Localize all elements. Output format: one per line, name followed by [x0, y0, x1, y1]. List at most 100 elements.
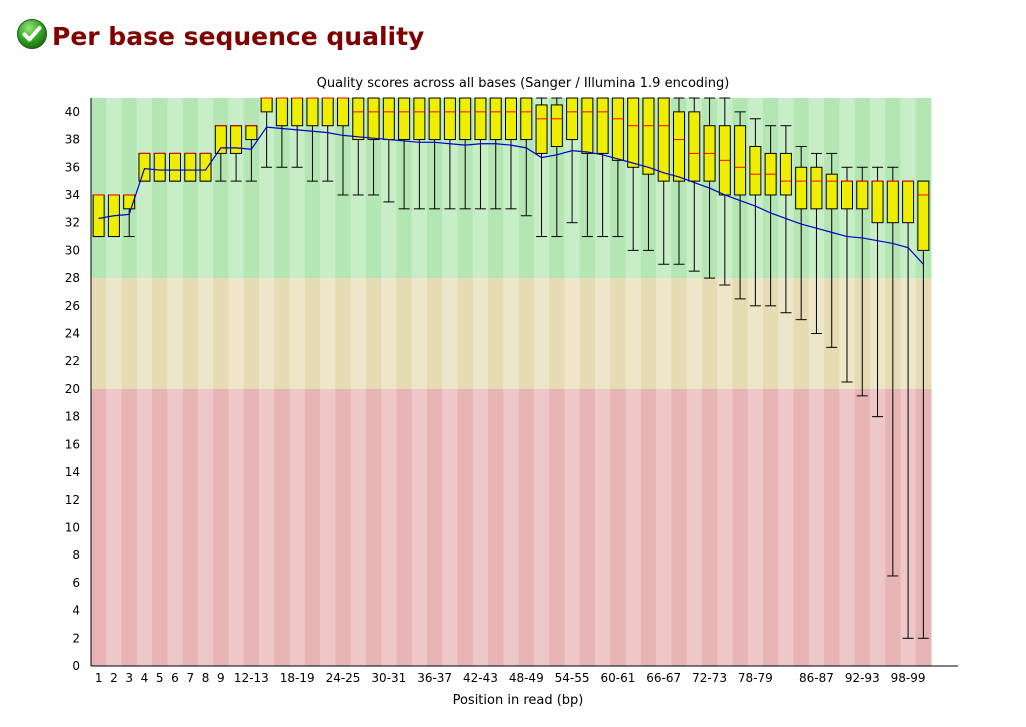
- box-iqr: [825, 173, 838, 210]
- zone-fail-stripe: [274, 388, 291, 666]
- box-position-4: [138, 152, 151, 182]
- box-position-8: [199, 152, 212, 182]
- box-iqr: [367, 97, 380, 141]
- y-tick-label: 18: [65, 410, 80, 424]
- box-position-6: [169, 152, 181, 182]
- box-position-54-55: [566, 97, 579, 224]
- zone-warn-stripe: [442, 278, 459, 389]
- box-iqr: [260, 97, 273, 113]
- box-position-52-53: [550, 97, 563, 238]
- zone-fail-stripe: [320, 388, 336, 666]
- zone-good-stripe: [274, 98, 291, 279]
- box-position-92-93: [856, 166, 869, 397]
- box-iqr: [489, 97, 502, 141]
- zone-fail-stripe: [732, 388, 749, 666]
- zone-fail-stripe: [808, 388, 825, 666]
- x-tick-label: 98-99: [891, 671, 926, 685]
- box-iqr: [352, 97, 365, 141]
- zone-fail-stripe: [579, 388, 596, 666]
- x-tick-label: 36-37: [417, 671, 452, 685]
- box-iqr: [841, 180, 853, 210]
- zone-fail-stripe: [411, 388, 428, 666]
- y-tick-label: 2: [72, 631, 80, 645]
- zone-warn-stripe: [91, 278, 107, 389]
- box-iqr: [917, 180, 930, 251]
- x-tick-label: 24-25: [326, 671, 361, 685]
- box-position-9: [214, 125, 227, 182]
- x-tick-label: 66-67: [646, 671, 681, 685]
- x-tick-label: 1: [95, 671, 103, 685]
- box-iqr: [245, 125, 258, 141]
- box-position-98-99: [902, 180, 915, 639]
- zone-warn-stripe: [259, 278, 275, 389]
- box-iqr: [199, 152, 212, 182]
- zone-warn-stripe: [793, 278, 810, 389]
- y-tick-label: 10: [65, 520, 80, 534]
- x-tick-label: 72-73: [692, 671, 727, 685]
- y-tick-label: 38: [65, 133, 80, 147]
- box-iqr: [795, 166, 808, 210]
- zone-fail-stripe: [197, 388, 214, 666]
- x-tick-label: 8: [202, 671, 210, 685]
- zone-fail-stripe: [243, 388, 260, 666]
- zone-warn-stripe: [457, 278, 474, 389]
- zone-warn-stripe: [595, 278, 611, 389]
- box-position-16-17: [275, 97, 288, 168]
- x-tick-label: 7: [186, 671, 194, 685]
- mean-line: [98, 126, 924, 265]
- zone-fail-stripe: [824, 388, 840, 666]
- x-tick-label: 18-19: [280, 671, 315, 685]
- box-iqr: [871, 180, 884, 224]
- box-position-18-19: [291, 97, 304, 168]
- zone-fail-stripe: [793, 388, 810, 666]
- box-position-58-59: [596, 97, 609, 238]
- zone-fail-stripe: [533, 388, 550, 666]
- zone-good-stripe: [91, 98, 107, 279]
- zone-fail-stripe: [121, 388, 138, 666]
- box-iqr: [642, 97, 655, 175]
- box-position-5: [153, 152, 166, 182]
- y-tick-label: 12: [65, 493, 80, 507]
- box-position-24-25: [337, 97, 349, 196]
- zone-fail-stripe: [763, 388, 779, 666]
- zone-warn-stripe: [335, 278, 352, 389]
- x-tick-label: 30-31: [371, 671, 406, 685]
- zone-fail-stripe: [839, 388, 856, 666]
- y-tick-label: 6: [72, 576, 80, 590]
- zone-good-stripe: [197, 98, 214, 279]
- check-pass-icon: [17, 19, 47, 49]
- box-position-82-83: [779, 125, 792, 314]
- x-tick-label: 12-13: [234, 671, 269, 685]
- zone-warn-stripe: [732, 278, 749, 389]
- zone-good-stripe: [167, 98, 184, 279]
- box-iqr: [779, 152, 792, 196]
- box-position-34-35: [413, 97, 426, 210]
- y-tick-label: 22: [65, 354, 80, 368]
- box-position-3: [123, 194, 136, 238]
- zone-good-stripe: [259, 98, 275, 279]
- zone-warn-stripe: [365, 278, 382, 389]
- zone-fail-stripe: [686, 388, 703, 666]
- zone-warn-stripe: [778, 278, 795, 389]
- zone-fail-stripe: [869, 388, 886, 666]
- zone-warn-stripe: [549, 278, 565, 389]
- box-iqr: [886, 180, 899, 224]
- zone-warn-stripe: [274, 278, 291, 389]
- zone-fail-stripe: [213, 388, 229, 666]
- page-title: Per base sequence quality: [52, 21, 425, 51]
- box-position-90-91: [841, 166, 853, 383]
- box-position-60-61: [611, 97, 624, 238]
- box-iqr: [657, 97, 670, 182]
- y-tick-label: 20: [65, 382, 80, 396]
- zone-fail-stripe: [717, 388, 733, 666]
- x-tick-label: 5: [156, 671, 164, 685]
- box-iqr: [169, 152, 181, 182]
- box-position-1: [92, 194, 105, 238]
- zone-fail-stripe: [518, 388, 535, 666]
- zone-warn-stripe: [396, 278, 413, 389]
- box-position-56-57: [581, 97, 594, 238]
- x-tick-label: 48-49: [509, 671, 544, 685]
- module-header: Per base sequence quality: [16, 14, 424, 54]
- box-iqr: [214, 125, 227, 154]
- box-iqr: [291, 97, 304, 127]
